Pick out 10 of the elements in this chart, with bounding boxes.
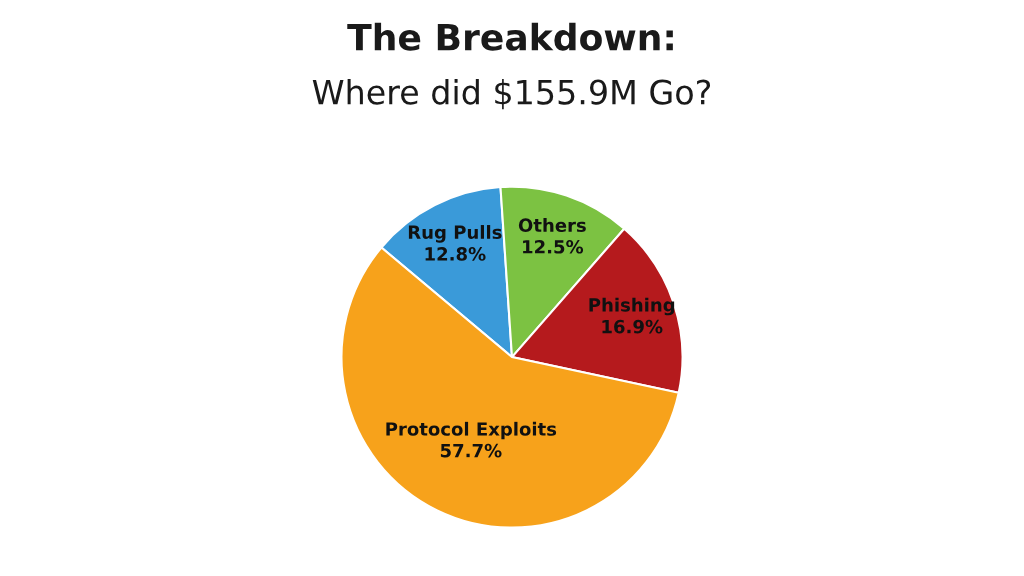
data-label: 16.9%: [602, 319, 663, 334]
data-label: 12.5%: [523, 239, 584, 254]
slice-label: Rug Pulls: [408, 225, 502, 243]
data-label: 12.8%: [425, 247, 486, 261]
chart-subtitle: Where did $155.9M Go?: [312, 78, 711, 110]
data-label: 57.7%: [440, 443, 502, 458]
slice-label: Protocol Exploits: [386, 421, 557, 440]
chart-title: The Breakdown:: [347, 22, 673, 51]
slice-label: Phishing: [589, 297, 675, 316]
slice-label: Others: [518, 218, 586, 233]
